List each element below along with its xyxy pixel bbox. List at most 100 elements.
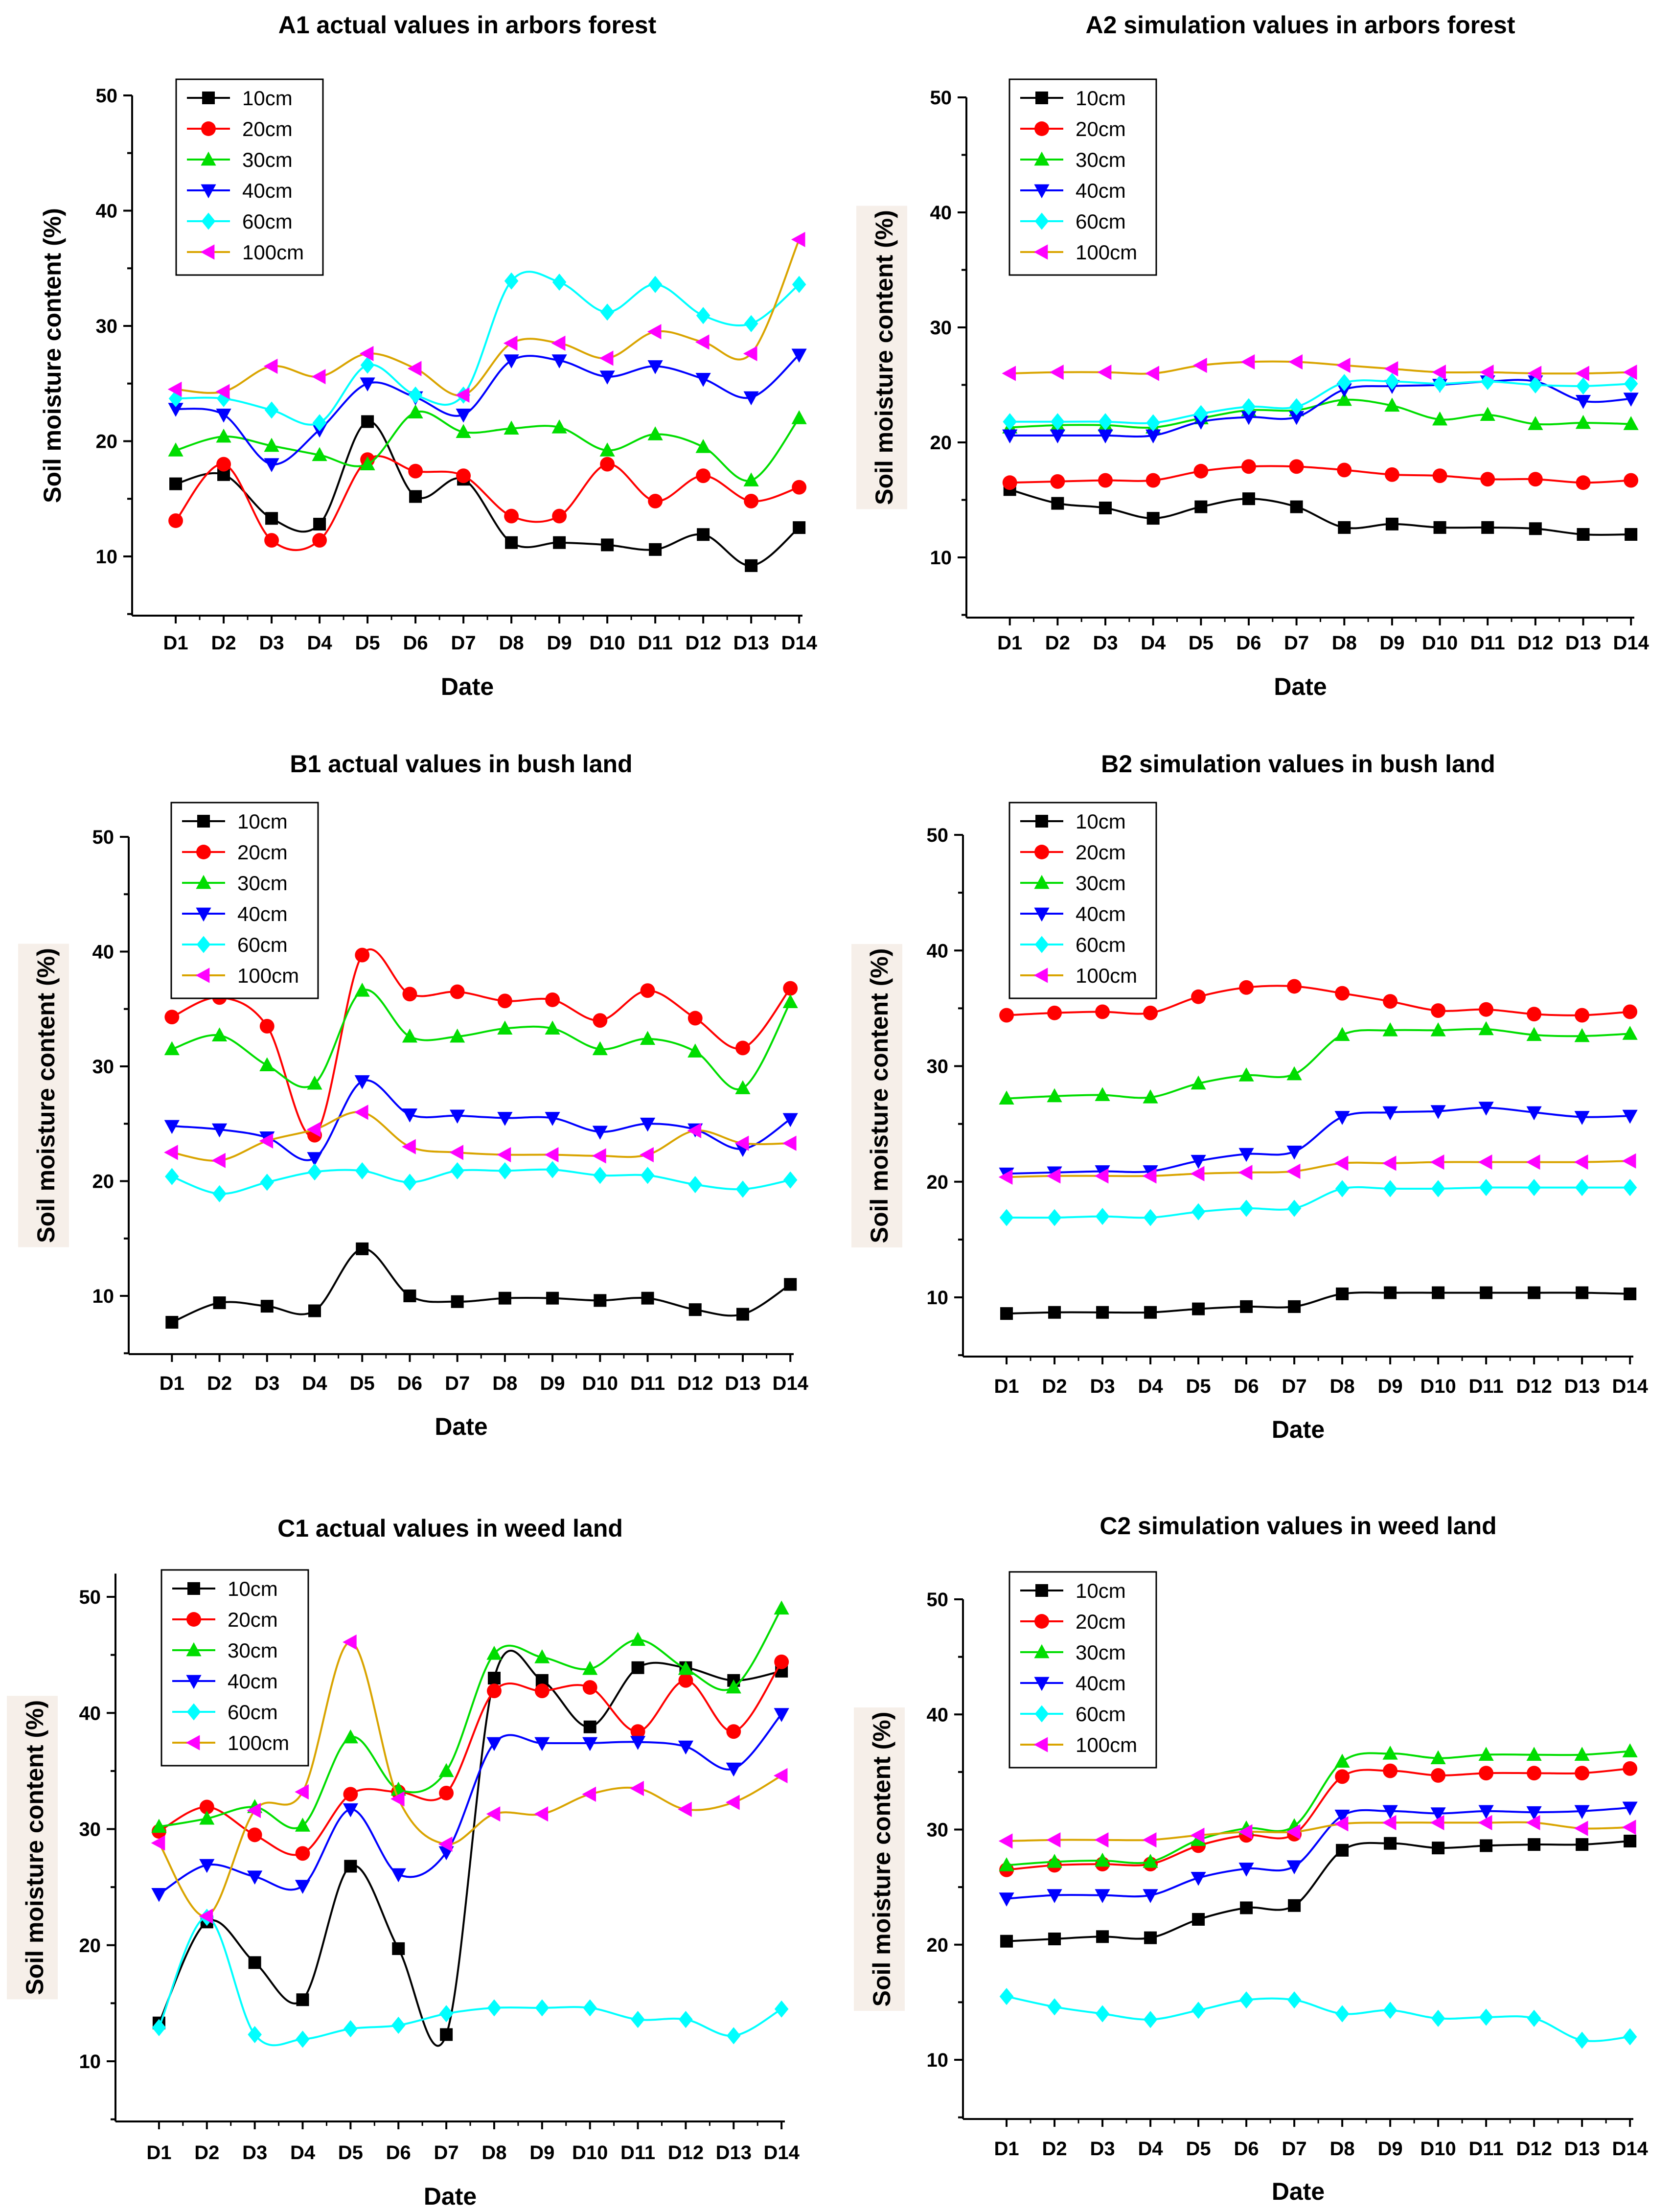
legend-marker-20cm [1034,121,1049,136]
point-20cm-D2 [1047,1005,1062,1020]
point-30cm-D5 [343,1729,358,1744]
point-40cm-D9 [1382,1106,1398,1121]
point-40cm-D2 [1050,429,1065,444]
point-100cm-D13 [1574,1154,1588,1170]
point-10cm-D6 [1242,492,1255,506]
x-tick-label: D7 [1282,1376,1307,1397]
legend-marker-30cm [201,151,216,166]
point-100cm-D11 [1478,1815,1492,1830]
point-60cm-D4 [1143,1209,1158,1226]
legend-marker-10cm [197,815,210,828]
point-60cm-D7 [1289,398,1304,415]
legend-label-60cm: 60cm [1076,210,1126,233]
x-tick-label: D9 [1378,1376,1403,1397]
legend-label-60cm: 60cm [1076,933,1126,956]
legend-marker-60cm [1034,212,1049,230]
series-20cm [168,452,807,551]
point-20cm-D6 [1241,459,1256,474]
point-20cm-D7 [1287,979,1302,994]
point-100cm-D10 [582,1786,596,1802]
point-40cm-D2 [211,1123,228,1138]
chart-title: B2 simulation values in bush land [1101,750,1495,778]
point-20cm-D7 [1289,459,1304,474]
legend-marker-30cm [1034,875,1050,889]
point-30cm-D9 [551,419,567,434]
y-axis-label: Soil moisture content (%) [39,208,66,503]
point-40cm-D5 [1191,1154,1206,1169]
y-tick-label: 50 [927,1589,949,1611]
y-tick-label: 30 [930,317,952,339]
series-30cm [151,1600,789,1833]
point-10cm-D6 [403,1290,416,1302]
point-100cm-D8 [1336,357,1351,373]
series-10cm [1003,483,1638,541]
legend-marker-20cm [196,845,211,859]
series-line-10cm [1007,1840,1630,1942]
point-100cm-D4 [1145,366,1160,381]
point-100cm-D9 [534,1806,549,1822]
point-100cm-D3 [259,1133,274,1149]
point-10cm-D4 [1144,1306,1157,1319]
point-10cm-D7 [1290,500,1303,513]
ylabel-band [854,1707,905,2011]
point-40cm-D3 [247,1870,263,1885]
point-10cm-D3 [1096,1306,1109,1319]
x-tick-label: D4 [1138,2138,1164,2160]
point-30cm-D8 [1336,392,1352,406]
point-30cm-D13 [726,1679,741,1694]
point-30cm-D7 [438,1763,454,1777]
y-tick-label: 40 [927,940,949,962]
point-20cm-D9 [552,508,567,524]
x-tick-label: D3 [1090,1376,1115,1397]
point-100cm-D12 [687,1123,702,1138]
point-60cm-D12 [1527,1179,1541,1197]
point-20cm-D10 [1432,468,1447,484]
point-10cm-D10 [601,538,614,552]
point-20cm-D8 [1337,462,1352,478]
point-100cm-D5 [354,1105,368,1120]
point-40cm-D3 [1095,1889,1110,1903]
point-40cm-D13 [743,391,759,406]
point-20cm-D9 [1384,467,1399,482]
x-tick-label: D10 [1420,1376,1456,1397]
x-tick-label: D4 [1141,632,1166,654]
point-30cm-D2 [1047,1088,1062,1103]
point-10cm-D13 [745,559,758,572]
point-40cm-D12 [1526,1806,1542,1820]
point-10cm-D12 [697,528,710,541]
x-tick-label: D4 [1138,1376,1164,1397]
x-tick-label: D6 [1236,632,1261,654]
legend-label-100cm: 100cm [1076,964,1137,987]
point-40cm-D6 [1238,1148,1254,1162]
legend-label-40cm: 40cm [237,902,288,925]
x-tick-label: D7 [451,632,476,654]
point-60cm-D11 [641,1167,655,1184]
x-tick-label: D14 [1612,2138,1648,2160]
point-100cm-D12 [1526,1154,1540,1170]
point-40cm-D6 [1238,1863,1254,1877]
point-10cm-D3 [260,1300,274,1313]
point-10cm-D10 [594,1294,607,1307]
point-10cm-D8 [505,536,518,549]
y-tick-label: 10 [92,1286,115,1307]
series-40cm [999,1102,1638,1182]
point-20cm-D8 [1335,986,1350,1001]
point-40cm-D12 [678,1740,694,1755]
chart-title: B1 actual values in bush land [290,750,632,778]
point-10cm-D8 [1336,1287,1349,1300]
point-40cm-D1 [164,1120,180,1134]
point-20cm-D13 [726,1724,741,1739]
point-10cm-D7 [1288,1300,1301,1313]
point-30cm-D14 [782,994,798,1009]
x-tick-label: D2 [194,2142,219,2164]
legend-marker-30cm [186,1642,202,1657]
x-tick-label: D7 [434,2142,459,2164]
point-60cm-D11 [1479,2008,1493,2026]
point-100cm-D9 [1382,1815,1397,1830]
point-100cm-D4 [311,369,326,385]
series-20cm [999,979,1638,1023]
point-10cm-D7 [1288,1899,1301,1912]
point-10cm-D3 [1096,1930,1109,1943]
series-line-20cm [1006,1767,1630,1871]
